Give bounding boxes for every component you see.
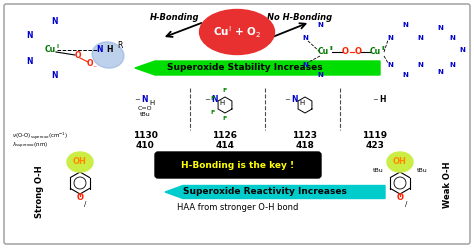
Text: tBu: tBu xyxy=(417,167,428,173)
Text: N: N xyxy=(142,95,148,104)
Ellipse shape xyxy=(387,152,413,172)
Text: O: O xyxy=(341,48,348,57)
Text: F: F xyxy=(223,89,227,93)
Text: OH: OH xyxy=(393,157,407,166)
Text: N: N xyxy=(317,72,323,78)
Text: N: N xyxy=(292,95,298,104)
Text: Weak O-H: Weak O-H xyxy=(444,162,453,208)
Text: O: O xyxy=(396,193,403,203)
FancyArrow shape xyxy=(135,61,380,75)
Text: Cu: Cu xyxy=(369,48,381,57)
FancyArrow shape xyxy=(165,186,385,198)
Text: H: H xyxy=(107,45,113,55)
Text: tBu: tBu xyxy=(373,167,383,173)
Text: 1119: 1119 xyxy=(363,131,388,141)
Text: Superoxide Stability Increases: Superoxide Stability Increases xyxy=(167,63,323,72)
Text: 1130: 1130 xyxy=(133,131,157,141)
Text: I: I xyxy=(57,43,59,49)
FancyBboxPatch shape xyxy=(155,152,321,178)
Text: N: N xyxy=(212,95,218,104)
Text: H: H xyxy=(219,100,225,106)
Text: II: II xyxy=(330,45,334,51)
Text: N: N xyxy=(27,58,33,66)
Text: N: N xyxy=(387,62,393,68)
Text: N: N xyxy=(52,70,58,80)
Text: N: N xyxy=(437,25,443,31)
Text: N: N xyxy=(52,18,58,27)
Text: ··: ·· xyxy=(92,63,98,72)
Text: tBu: tBu xyxy=(140,113,150,118)
Text: II: II xyxy=(382,45,386,51)
Text: $\lambda_{\rm superoxo}$(nm): $\lambda_{\rm superoxo}$(nm) xyxy=(12,141,48,151)
Text: /: / xyxy=(405,201,407,207)
FancyBboxPatch shape xyxy=(4,4,470,244)
Text: C=O: C=O xyxy=(137,105,152,111)
Text: ~: ~ xyxy=(372,97,378,103)
Text: H: H xyxy=(149,100,155,106)
Text: H-Bonding: H-Bonding xyxy=(150,12,200,22)
Text: N: N xyxy=(27,31,33,39)
Text: OH: OH xyxy=(73,157,87,166)
Text: N: N xyxy=(459,47,465,53)
Text: N: N xyxy=(417,35,423,41)
Text: HAA from stronger O-H bond: HAA from stronger O-H bond xyxy=(177,203,299,212)
Text: R: R xyxy=(117,41,123,51)
Text: N: N xyxy=(317,22,323,28)
Text: F: F xyxy=(211,95,215,100)
Text: Cu: Cu xyxy=(45,45,55,55)
Text: H: H xyxy=(380,95,386,104)
Text: Cu$^{\mathsf{I}}$ + O$_2$: Cu$^{\mathsf{I}}$ + O$_2$ xyxy=(213,24,261,40)
Text: N: N xyxy=(402,22,408,28)
Text: O: O xyxy=(87,59,93,67)
Text: $\nu$(O-O)$_{\rm superoxo}$(cm$^{-1}$): $\nu$(O-O)$_{\rm superoxo}$(cm$^{-1}$) xyxy=(12,130,68,142)
Text: No H-Bonding: No H-Bonding xyxy=(267,12,333,22)
Text: H-Bonding is the key !: H-Bonding is the key ! xyxy=(182,160,294,169)
Text: ~: ~ xyxy=(134,97,140,103)
Ellipse shape xyxy=(92,42,124,68)
Text: N: N xyxy=(417,62,423,68)
Text: N: N xyxy=(402,72,408,78)
Text: 1126: 1126 xyxy=(212,131,237,141)
Text: O: O xyxy=(75,51,81,60)
Text: H: H xyxy=(300,100,305,106)
Text: Strong O-H: Strong O-H xyxy=(36,166,45,218)
Text: ~: ~ xyxy=(204,97,210,103)
Text: ~: ~ xyxy=(284,97,290,103)
Text: Superoxide Reactivity Increases: Superoxide Reactivity Increases xyxy=(183,187,347,196)
Text: N: N xyxy=(437,69,443,75)
Text: 423: 423 xyxy=(365,142,384,151)
Text: 414: 414 xyxy=(216,142,235,151)
Text: N: N xyxy=(302,35,308,41)
Text: 410: 410 xyxy=(136,142,155,151)
Text: 418: 418 xyxy=(296,142,314,151)
Text: N: N xyxy=(449,62,455,68)
Text: N: N xyxy=(302,62,308,68)
Text: N: N xyxy=(449,35,455,41)
Text: /: / xyxy=(84,201,86,207)
Ellipse shape xyxy=(67,152,93,172)
Text: Cu: Cu xyxy=(318,48,328,57)
Ellipse shape xyxy=(200,9,274,55)
Text: N: N xyxy=(387,35,393,41)
Text: 1123: 1123 xyxy=(292,131,318,141)
Text: O: O xyxy=(355,48,362,57)
Text: F: F xyxy=(211,110,215,115)
Text: F: F xyxy=(223,117,227,122)
Text: O: O xyxy=(76,193,83,203)
Text: N: N xyxy=(97,45,103,55)
